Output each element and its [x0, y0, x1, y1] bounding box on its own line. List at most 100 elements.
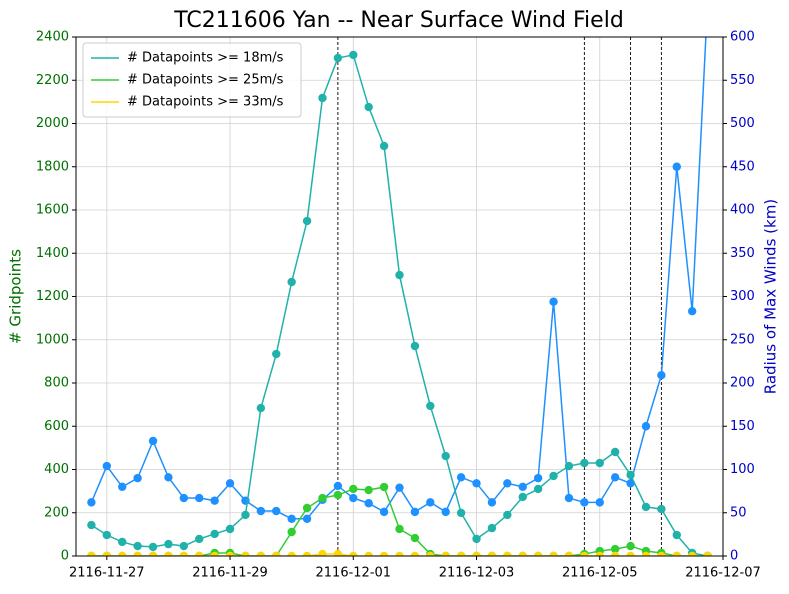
data-point	[195, 551, 204, 556]
data-point	[657, 504, 666, 514]
data-point	[610, 447, 620, 457]
data-point	[641, 551, 651, 556]
data-point	[164, 473, 173, 482]
data-point	[610, 544, 620, 554]
data-point	[395, 270, 404, 280]
data-point	[272, 551, 281, 556]
plot-frame	[75, 36, 724, 557]
data-point	[626, 551, 635, 556]
data-point	[133, 551, 142, 556]
data-point	[518, 551, 527, 556]
data-point	[456, 473, 466, 482]
data-point	[395, 483, 404, 492]
data-point	[395, 524, 404, 534]
data-point	[487, 551, 497, 556]
data-point	[195, 534, 204, 544]
data-point	[87, 551, 96, 556]
y-tick-label: 2000	[36, 116, 69, 131]
data-point	[148, 436, 158, 446]
data-point	[626, 470, 635, 480]
data-point	[533, 551, 543, 556]
data-point	[225, 524, 235, 534]
data-point	[118, 482, 127, 491]
legend-label: # Datapoints >= 25m/s	[127, 73, 284, 88]
data-point	[564, 551, 574, 556]
y-tick-label: 200	[44, 505, 69, 520]
data-point	[102, 551, 112, 556]
data-point	[564, 493, 574, 503]
data-point	[379, 551, 389, 556]
data-point	[179, 551, 189, 556]
data-point	[503, 551, 512, 556]
data-point	[87, 520, 96, 530]
data-point	[410, 507, 420, 517]
plot-area	[87, 37, 712, 556]
data-point	[472, 551, 481, 556]
data-point	[241, 510, 250, 520]
data-point	[518, 492, 527, 502]
data-point	[687, 551, 697, 556]
data-point	[610, 473, 620, 482]
data-point	[287, 551, 296, 556]
data-point	[441, 551, 450, 556]
y-tick-label: 1400	[36, 246, 69, 261]
data-point	[349, 50, 358, 60]
data-point	[518, 482, 527, 491]
data-point	[549, 297, 558, 306]
y2-tick-label: 250	[730, 332, 755, 347]
data-point	[379, 507, 389, 517]
data-point	[595, 551, 604, 556]
data-point	[364, 102, 373, 112]
data-point	[426, 551, 435, 556]
data-point	[287, 514, 296, 524]
data-point	[195, 493, 204, 503]
y2-tick-label: 400	[730, 203, 755, 218]
y-tick-label: 2400	[36, 30, 69, 45]
data-point	[564, 461, 574, 471]
data-point	[595, 498, 604, 507]
data-point	[549, 471, 558, 481]
y2-tick-label: 350	[730, 246, 755, 261]
data-point	[672, 162, 681, 171]
data-point	[672, 530, 681, 540]
data-point	[456, 508, 466, 518]
y2-tick-label: 550	[730, 73, 755, 88]
data-point	[364, 499, 373, 508]
data-point	[410, 533, 420, 543]
data-point	[225, 479, 235, 488]
data-point	[626, 541, 635, 551]
data-point	[595, 458, 604, 468]
data-point	[379, 482, 389, 492]
data-point	[318, 549, 327, 556]
data-point	[441, 451, 450, 461]
data-point	[487, 523, 497, 533]
data-point	[657, 371, 666, 380]
legend-label: # Datapoints >= 33m/s	[127, 95, 284, 110]
data-point	[302, 514, 312, 524]
y-tick-label: 600	[44, 419, 69, 434]
data-point	[210, 551, 219, 556]
data-point	[657, 551, 666, 556]
data-point	[256, 506, 266, 516]
data-point	[118, 551, 127, 556]
data-point	[302, 503, 312, 513]
y2-tick-label: 600	[730, 30, 755, 45]
data-point	[179, 493, 189, 503]
y-tick-label: 1000	[36, 332, 69, 347]
data-point	[302, 216, 312, 226]
data-point	[133, 541, 142, 551]
y-tick-label: 1600	[36, 203, 69, 218]
legend-box	[82, 42, 302, 118]
data-point	[256, 403, 266, 413]
y-tick-label: 400	[44, 462, 69, 477]
data-point	[272, 506, 281, 516]
data-point	[456, 551, 466, 556]
data-point	[333, 53, 343, 63]
data-point	[580, 551, 589, 556]
data-point	[118, 537, 127, 547]
data-point	[133, 473, 142, 483]
data-point	[533, 484, 543, 494]
data-point	[272, 349, 281, 359]
data-point	[580, 458, 589, 468]
data-point	[179, 541, 189, 551]
